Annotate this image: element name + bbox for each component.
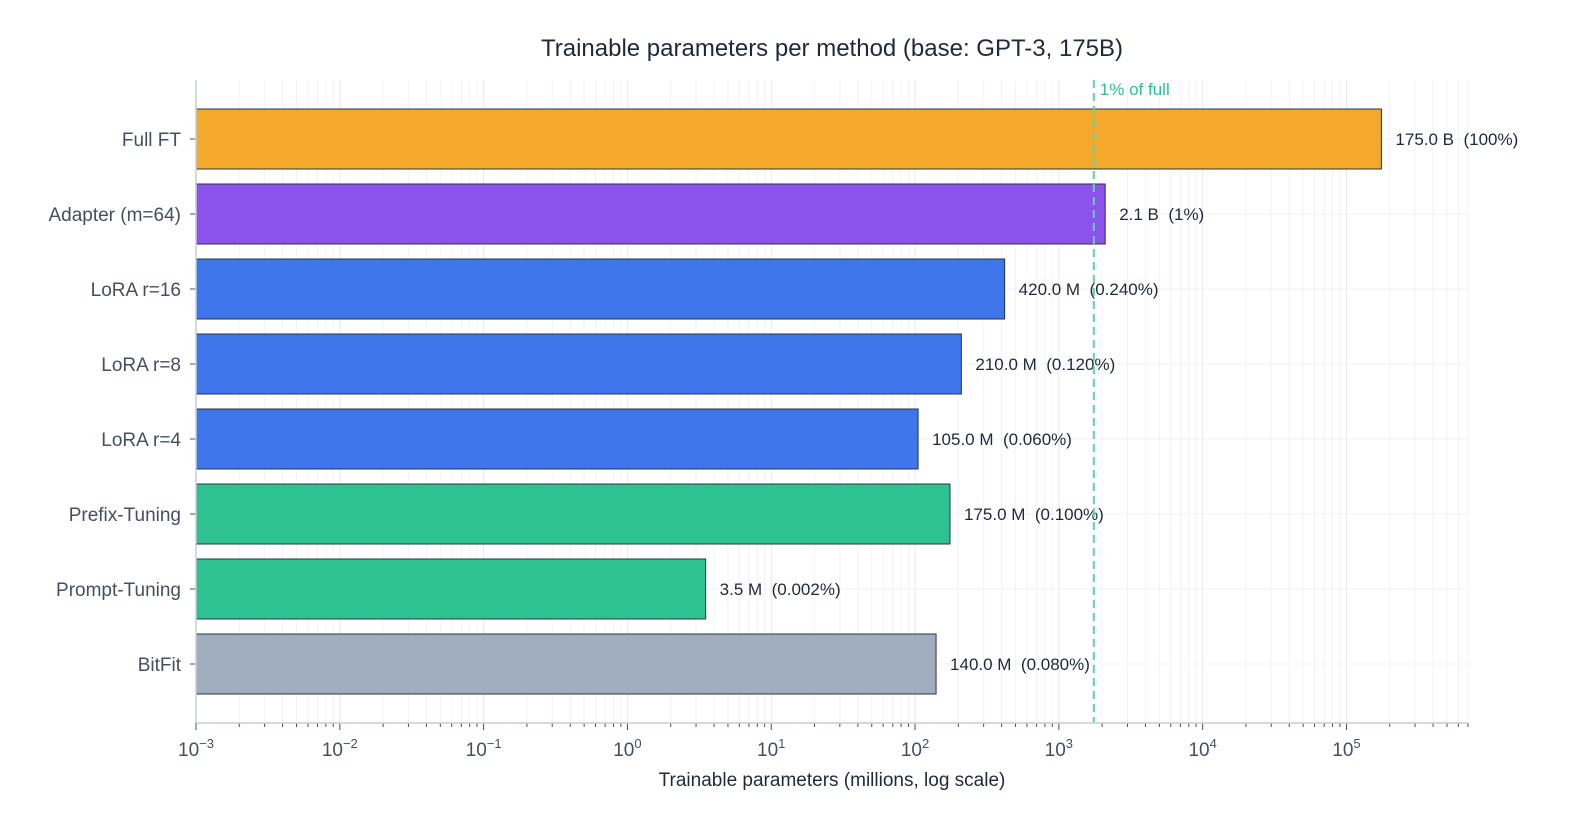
data-label: 3.5 M (0.002%) bbox=[720, 580, 841, 599]
x-tick-exponent: −1 bbox=[487, 736, 502, 751]
x-tick-base: 10 bbox=[1188, 740, 1209, 761]
x-tick-exponent: 5 bbox=[1353, 736, 1360, 751]
data-label: 175.0 B (100%) bbox=[1395, 130, 1518, 149]
x-tick-label: 10−2 bbox=[322, 736, 358, 761]
x-tick-base: 10 bbox=[322, 740, 343, 761]
reference-line-label: 1% of full bbox=[1100, 80, 1170, 99]
y-tick-label: Prompt-Tuning bbox=[56, 580, 181, 601]
x-tick-base: 10 bbox=[1045, 740, 1066, 761]
x-tick-base: 10 bbox=[466, 740, 487, 761]
y-tick-label: LoRA r=4 bbox=[101, 430, 181, 451]
y-tick-label: Prefix-Tuning bbox=[69, 505, 181, 526]
x-tick-base: 10 bbox=[1332, 740, 1353, 761]
x-tick-exponent: 1 bbox=[778, 736, 785, 751]
bar-bitfit bbox=[195, 633, 937, 695]
x-tick-label: 102 bbox=[901, 736, 929, 761]
y-tick-label: LoRA r=16 bbox=[91, 280, 181, 301]
y-tick-label: Adapter (m=64) bbox=[48, 205, 181, 226]
x-tick-exponent: −3 bbox=[199, 736, 214, 751]
x-tick-base: 10 bbox=[901, 740, 922, 761]
y-tick-label: Full FT bbox=[122, 130, 182, 151]
axes: Full FT Adapter (m=64) LoRA r=16 LoRA r=8 Lo… bbox=[48, 80, 1469, 761]
data-label: 210.0 M (0.120%) bbox=[975, 355, 1115, 374]
data-label: 420.0 M (0.240%) bbox=[1019, 280, 1159, 299]
bar-lora-r-4 bbox=[195, 408, 919, 470]
x-axis-label: Trainable parameters (millions, log scal… bbox=[659, 770, 1006, 791]
bar-prefix-tuning bbox=[195, 483, 951, 545]
chart-title: Trainable parameters per method (base: G… bbox=[541, 35, 1123, 62]
bar-adapter-m-64- bbox=[195, 183, 1106, 245]
x-tick-exponent: 0 bbox=[634, 736, 641, 751]
bar-lora-r-8 bbox=[195, 333, 962, 395]
x-tick-exponent: −2 bbox=[343, 736, 358, 751]
grid bbox=[195, 80, 1469, 723]
y-tick-label: BitFit bbox=[138, 655, 182, 676]
data-label: 105.0 M (0.060%) bbox=[932, 430, 1072, 449]
x-tick-base: 10 bbox=[613, 740, 634, 761]
y-tick-label: LoRA r=8 bbox=[101, 355, 181, 376]
data-label: 2.1 B (1%) bbox=[1119, 205, 1204, 224]
x-tick-exponent: 3 bbox=[1066, 736, 1073, 751]
x-tick-exponent: 2 bbox=[922, 736, 929, 751]
bar-prompt-tuning bbox=[195, 558, 707, 620]
reference-line-group: 1% of full bbox=[1092, 80, 1170, 723]
x-tick-exponent: 4 bbox=[1210, 736, 1217, 751]
x-tick-label: 101 bbox=[757, 736, 785, 761]
x-tick-label: 100 bbox=[613, 736, 641, 761]
data-label: 140.0 M (0.080%) bbox=[950, 655, 1090, 674]
x-tick-label: 105 bbox=[1332, 736, 1360, 761]
bar-lora-r-16 bbox=[195, 258, 1006, 320]
bar-full-ft bbox=[195, 108, 1382, 170]
x-tick-base: 10 bbox=[757, 740, 778, 761]
x-tick-label: 104 bbox=[1188, 736, 1216, 761]
data-label: 175.0 M (0.100%) bbox=[964, 505, 1104, 524]
x-tick-label: 10−3 bbox=[178, 736, 214, 761]
x-tick-label: 10−1 bbox=[466, 736, 502, 761]
x-tick-base: 10 bbox=[178, 740, 199, 761]
x-tick-label: 103 bbox=[1045, 736, 1073, 761]
bars: 175.0 B (100%) 2.1 B (1%) 420.0 M (0.240%)… bbox=[195, 108, 1518, 695]
